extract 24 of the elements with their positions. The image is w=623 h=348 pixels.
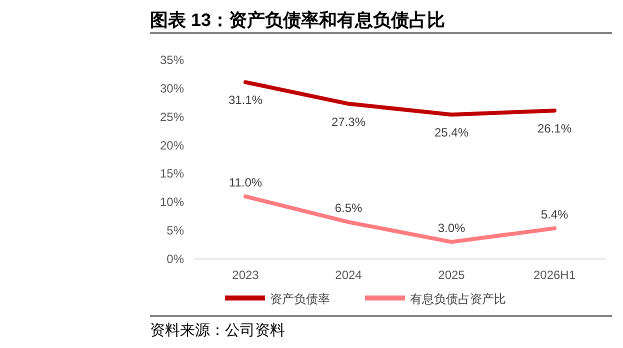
xtick: 2025 <box>438 268 465 282</box>
ytick: 20% <box>160 138 184 152</box>
xtick: 2023 <box>232 268 259 282</box>
label: 27.3% <box>331 114 366 129</box>
label: 3.0% <box>438 220 466 235</box>
legend-label: 资产负债率 <box>270 292 330 306</box>
label: 26.1% <box>537 122 572 136</box>
label: 31.1% <box>228 93 263 108</box>
ytick: 15% <box>160 166 184 181</box>
ytick: 35% <box>160 53 184 67</box>
legend-label: 有息负债占资产比 <box>410 292 506 306</box>
ytick: 30% <box>160 81 184 96</box>
label: 6.5% <box>334 201 362 216</box>
ytick: 10% <box>160 195 184 210</box>
label: 5.4% <box>540 207 568 222</box>
title: 图表 13：资产负债率和有息负债占比 <box>150 10 446 30</box>
ytick: 5% <box>166 224 184 238</box>
ytick: 25% <box>160 110 184 124</box>
xtick: 2026H1 <box>533 268 576 282</box>
label: 25.4% <box>434 126 469 140</box>
annotation: 资料来源：公司资料 <box>150 322 285 339</box>
ytick: 0% <box>166 252 184 266</box>
label: 11.0% <box>228 175 262 190</box>
xtick: 2024 <box>335 268 362 282</box>
